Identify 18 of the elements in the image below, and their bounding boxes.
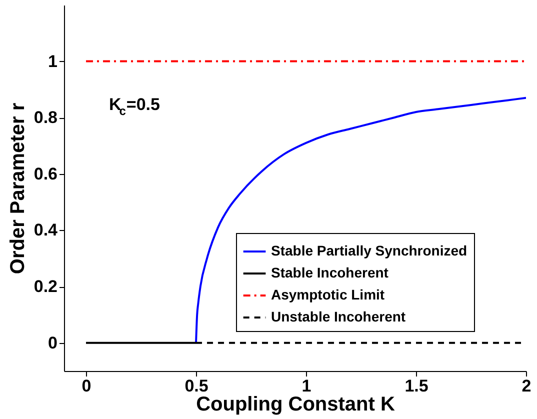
- x-tick-label: 1: [302, 376, 312, 396]
- legend-label: Unstable Incoherent: [271, 308, 406, 324]
- x-tick-label: 2: [522, 376, 532, 396]
- line-series: [195, 96, 526, 344]
- y-axis-title: Order Parameter r: [6, 102, 29, 274]
- x-tick-label: 0: [82, 376, 92, 396]
- x-tick-label: 0.5: [184, 376, 208, 396]
- legend-label: Asymptotic Limit: [271, 286, 385, 302]
- y-tick-label: 0.8: [34, 108, 58, 128]
- x-axis-title: Coupling Constant K: [196, 394, 396, 416]
- y-tick-label: 0.6: [34, 164, 58, 184]
- x-tick-label: 1.5: [404, 376, 428, 396]
- y-tick-label: 0.2: [34, 277, 58, 296]
- legend-label: Stable Partially Synchronized: [271, 242, 468, 258]
- y-tick-label: 0: [48, 333, 58, 352]
- y-tick-label: 0.4: [34, 220, 58, 240]
- legend-label: Stable Incoherent: [271, 264, 389, 280]
- y-tick-label: 1: [48, 52, 58, 71]
